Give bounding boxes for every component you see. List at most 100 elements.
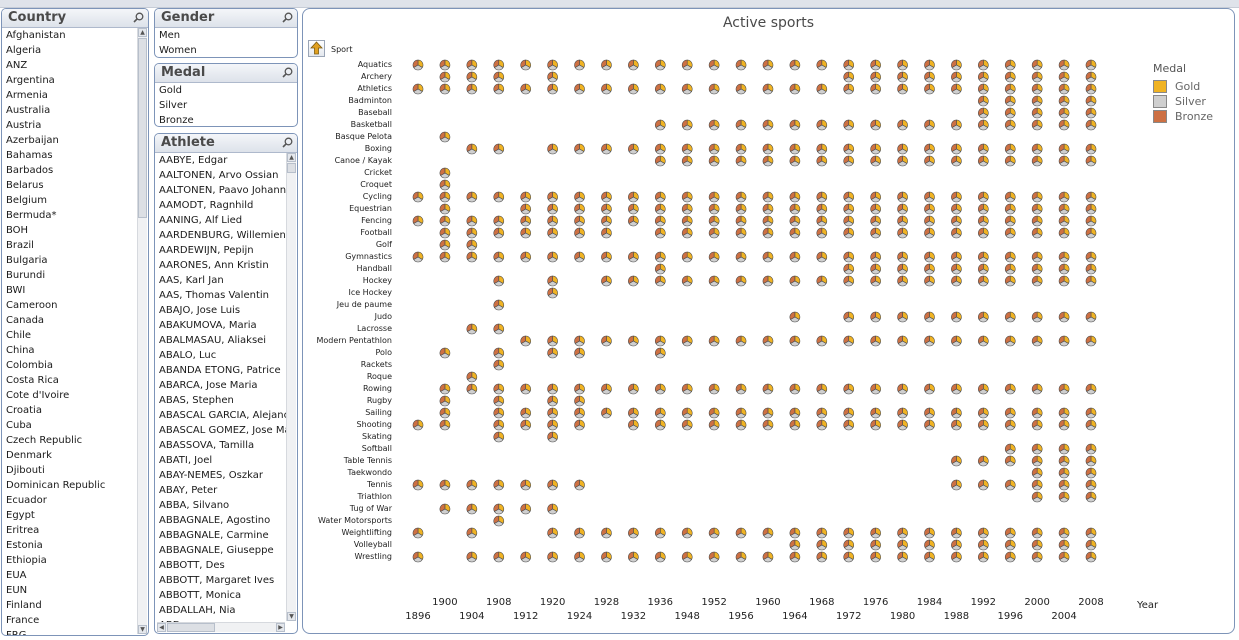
medal-pie-point[interactable] <box>681 203 693 215</box>
medal-pie-point[interactable] <box>816 527 828 539</box>
medal-pie-point[interactable] <box>681 119 693 131</box>
medal-pie-point[interactable] <box>1085 467 1097 479</box>
medal-pie-point[interactable] <box>816 551 828 563</box>
medal-pie-point[interactable] <box>843 215 854 227</box>
medal-pie-point[interactable] <box>439 407 451 419</box>
country-list-item[interactable]: Chile <box>6 330 32 341</box>
medal-pie-point[interactable] <box>681 407 693 419</box>
medal-pie-point[interactable] <box>1085 71 1097 83</box>
medal-pie-point[interactable] <box>1005 539 1016 551</box>
medal-pie-point[interactable] <box>924 143 935 155</box>
medal-pie-point[interactable] <box>1085 383 1097 395</box>
medal-pie-point[interactable] <box>870 251 881 263</box>
medal-pie-point[interactable] <box>762 119 774 131</box>
country-list-item[interactable]: Austria <box>6 120 42 131</box>
medal-pie-point[interactable] <box>1085 455 1097 467</box>
medal-pie-point[interactable] <box>897 71 908 83</box>
medal-pie-point[interactable] <box>681 83 693 95</box>
medal-pie-point[interactable] <box>1005 551 1016 563</box>
medal-pie-point[interactable] <box>439 479 451 491</box>
medal-list-item[interactable]: Bronze <box>159 115 194 126</box>
medal-pie-point[interactable] <box>978 83 989 95</box>
medal-pie-point[interactable] <box>1005 443 1016 455</box>
medal-pie-point[interactable] <box>681 551 693 563</box>
medal-pie-point[interactable] <box>1031 479 1043 491</box>
medal-pie-point[interactable] <box>466 83 478 95</box>
sport-label[interactable]: Lacrosse <box>356 324 392 333</box>
medal-pie-point[interactable] <box>762 419 774 431</box>
medal-pie-point[interactable] <box>897 155 908 167</box>
medal-pie-point[interactable] <box>601 227 612 239</box>
athlete-list-item[interactable]: AARONES, Ann Kristin <box>159 260 269 271</box>
medal-pie-point[interactable] <box>789 83 801 95</box>
medal-pie-point[interactable] <box>1058 479 1070 491</box>
medal-pie-point[interactable] <box>1058 95 1070 107</box>
medal-pie-point[interactable] <box>439 215 451 227</box>
sport-label[interactable]: Modern Pentathlon <box>316 336 392 345</box>
medal-pie-point[interactable] <box>547 347 558 359</box>
medal-pie-point[interactable] <box>870 539 881 551</box>
medal-pie-point[interactable] <box>412 527 424 539</box>
medal-pie-point[interactable] <box>1031 551 1043 563</box>
country-list-item[interactable]: Bulgaria <box>6 255 48 266</box>
medal-pie-point[interactable] <box>762 59 774 71</box>
medal-pie-point[interactable] <box>708 383 720 395</box>
medal-pie-point[interactable] <box>1085 263 1097 275</box>
medal-pie-point[interactable] <box>978 551 989 563</box>
medal-pie-point[interactable] <box>1058 59 1070 71</box>
medal-pie-point[interactable] <box>547 419 558 431</box>
medal-pie-point[interactable] <box>789 551 801 563</box>
medal-pie-point[interactable] <box>439 167 451 179</box>
medal-pie-point[interactable] <box>439 503 451 515</box>
medal-pie-point[interactable] <box>574 251 585 263</box>
sport-label[interactable]: Tennis <box>367 480 392 489</box>
country-list-item[interactable]: Barbados <box>6 165 54 176</box>
medal-pie-point[interactable] <box>978 275 989 287</box>
country-list-item[interactable]: Denmark <box>6 450 52 461</box>
athlete-list-item[interactable]: ABDALLAH, Nia <box>159 605 236 616</box>
medal-pie-point[interactable] <box>655 191 666 203</box>
medal-pie-point[interactable] <box>951 251 962 263</box>
medal-pie-point[interactable] <box>1085 83 1097 95</box>
athlete-list-item[interactable]: ABASCAL GOMEZ, Jose Ma <box>159 425 287 436</box>
medal-pie-point[interactable] <box>520 479 531 491</box>
medal-pie-point[interactable] <box>951 383 962 395</box>
medal-pie-point[interactable] <box>628 83 639 95</box>
medal-pie-point[interactable] <box>1058 107 1070 119</box>
medal-pie-point[interactable] <box>681 59 693 71</box>
medal-pie-point[interactable] <box>1031 155 1043 167</box>
country-list-item[interactable]: BOH <box>6 225 29 236</box>
medal-pie-point[interactable] <box>1085 443 1097 455</box>
medal-pie-point[interactable] <box>1058 191 1070 203</box>
medal-pie-point[interactable] <box>1005 251 1016 263</box>
medal-pie-point[interactable] <box>1005 311 1016 323</box>
medal-pie-point[interactable] <box>924 263 935 275</box>
search-icon[interactable] <box>133 12 144 23</box>
medal-pie-point[interactable] <box>1085 215 1097 227</box>
gender-list-item[interactable]: Women <box>159 45 197 56</box>
medal-list-item[interactable]: Silver <box>159 100 188 111</box>
medal-pie-point[interactable] <box>789 215 801 227</box>
medal-pie-point[interactable] <box>870 263 881 275</box>
medal-pie-point[interactable] <box>628 251 639 263</box>
medal-pie-point[interactable] <box>816 419 828 431</box>
medal-pie-point[interactable] <box>735 227 747 239</box>
sport-label[interactable]: Basketball <box>350 120 392 129</box>
athlete-list-item[interactable]: AARDENBURG, Willemien <box>159 230 286 241</box>
medal-pie-point[interactable] <box>951 83 962 95</box>
medal-pie-point[interactable] <box>870 119 881 131</box>
medal-pie-point[interactable] <box>466 371 478 383</box>
medal-pie-point[interactable] <box>655 251 666 263</box>
medal-pie-point[interactable] <box>951 227 962 239</box>
medal-pie-point[interactable] <box>547 431 558 443</box>
medal-pie-point[interactable] <box>924 335 935 347</box>
medal-pie-point[interactable] <box>1005 419 1016 431</box>
medal-pie-point[interactable] <box>843 263 854 275</box>
medal-pie-point[interactable] <box>574 59 585 71</box>
sport-label[interactable]: Table Tennis <box>343 456 392 465</box>
medal-pie-point[interactable] <box>978 227 989 239</box>
medal-pie-point[interactable] <box>466 503 478 515</box>
sport-label[interactable]: Jeu de paume <box>336 300 392 309</box>
medal-pie-point[interactable] <box>1085 107 1097 119</box>
medal-pie-point[interactable] <box>708 59 720 71</box>
